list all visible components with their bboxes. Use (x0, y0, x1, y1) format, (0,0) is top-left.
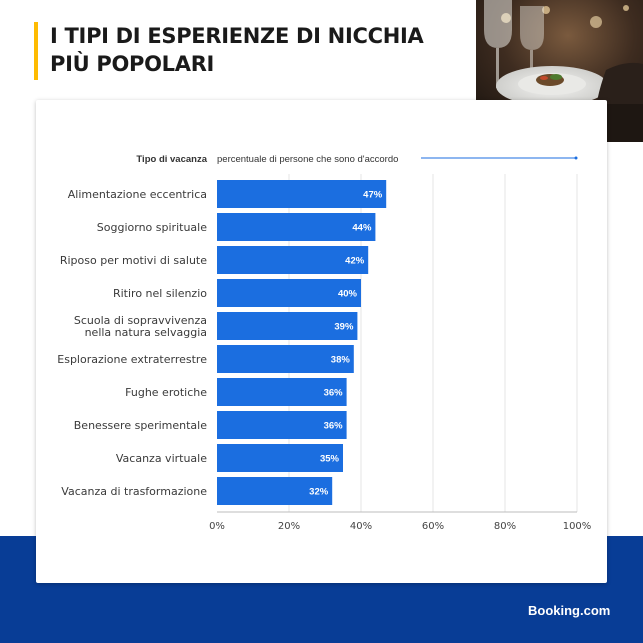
bar-value-label: 38% (331, 355, 351, 366)
category-label: Fughe erotiche (125, 386, 207, 399)
x-tick-label: 20% (278, 521, 300, 532)
brand-logo: Booking.com (528, 603, 611, 618)
bar (217, 246, 369, 274)
bar (217, 444, 343, 472)
category-label: Riposo per motivi di salute (60, 254, 207, 267)
bar (217, 345, 354, 373)
bar-value-label: 47% (363, 190, 383, 201)
header-rule-dot (574, 156, 578, 160)
x-tick-label: 40% (350, 521, 372, 532)
bar (217, 378, 347, 406)
title-line-2: PIÙ POPOLARI (50, 52, 215, 76)
bar-value-label: 40% (338, 289, 358, 300)
chart-card: Tipo di vacanza percentuale di persone ch… (36, 100, 607, 583)
category-label: Ritiro nel silenzio (113, 287, 207, 300)
title-line-1: I TIPI DI ESPERIENZE DI NICCHIA (50, 24, 424, 48)
title-accent-bar (34, 22, 38, 80)
bar (217, 312, 358, 340)
x-tick-label: 60% (422, 521, 444, 532)
category-label: Scuola di sopravvivenza (74, 314, 207, 327)
bar-value-label: 36% (324, 421, 344, 432)
bar (217, 411, 347, 439)
category-label: Alimentazione eccentrica (68, 188, 207, 201)
x-tick-label: 0% (209, 521, 225, 532)
bar (217, 180, 387, 208)
bar-value-label: 36% (324, 388, 344, 399)
category-label: Vacanza di trasformazione (61, 485, 207, 498)
bar-value-label: 39% (334, 322, 354, 333)
bar-value-label: 35% (320, 454, 340, 465)
page-title: I TIPI DI ESPERIENZE DI NICCHIA PIÙ POPO… (50, 22, 424, 78)
x-tick-label: 100% (563, 521, 592, 532)
category-label: nella natura selvaggia (85, 326, 207, 339)
x-tick-label: 80% (494, 521, 516, 532)
category-label: Vacanza virtuale (116, 452, 207, 465)
bar-value-label: 44% (352, 223, 372, 234)
category-header: Tipo di vacanza (136, 154, 207, 165)
bar (217, 477, 333, 505)
category-label: Esplorazione extraterrestre (57, 353, 207, 366)
bar-value-label: 42% (345, 256, 365, 267)
value-header: percentuale di persone che sono d'accord… (217, 154, 398, 165)
bar (217, 279, 361, 307)
bar-chart: Tipo di vacanza percentuale di persone ch… (57, 154, 592, 532)
category-label: Soggiorno spirituale (97, 221, 207, 234)
bar-value-label: 32% (309, 487, 329, 498)
bar (217, 213, 376, 241)
category-label: Benessere sperimentale (74, 419, 207, 432)
